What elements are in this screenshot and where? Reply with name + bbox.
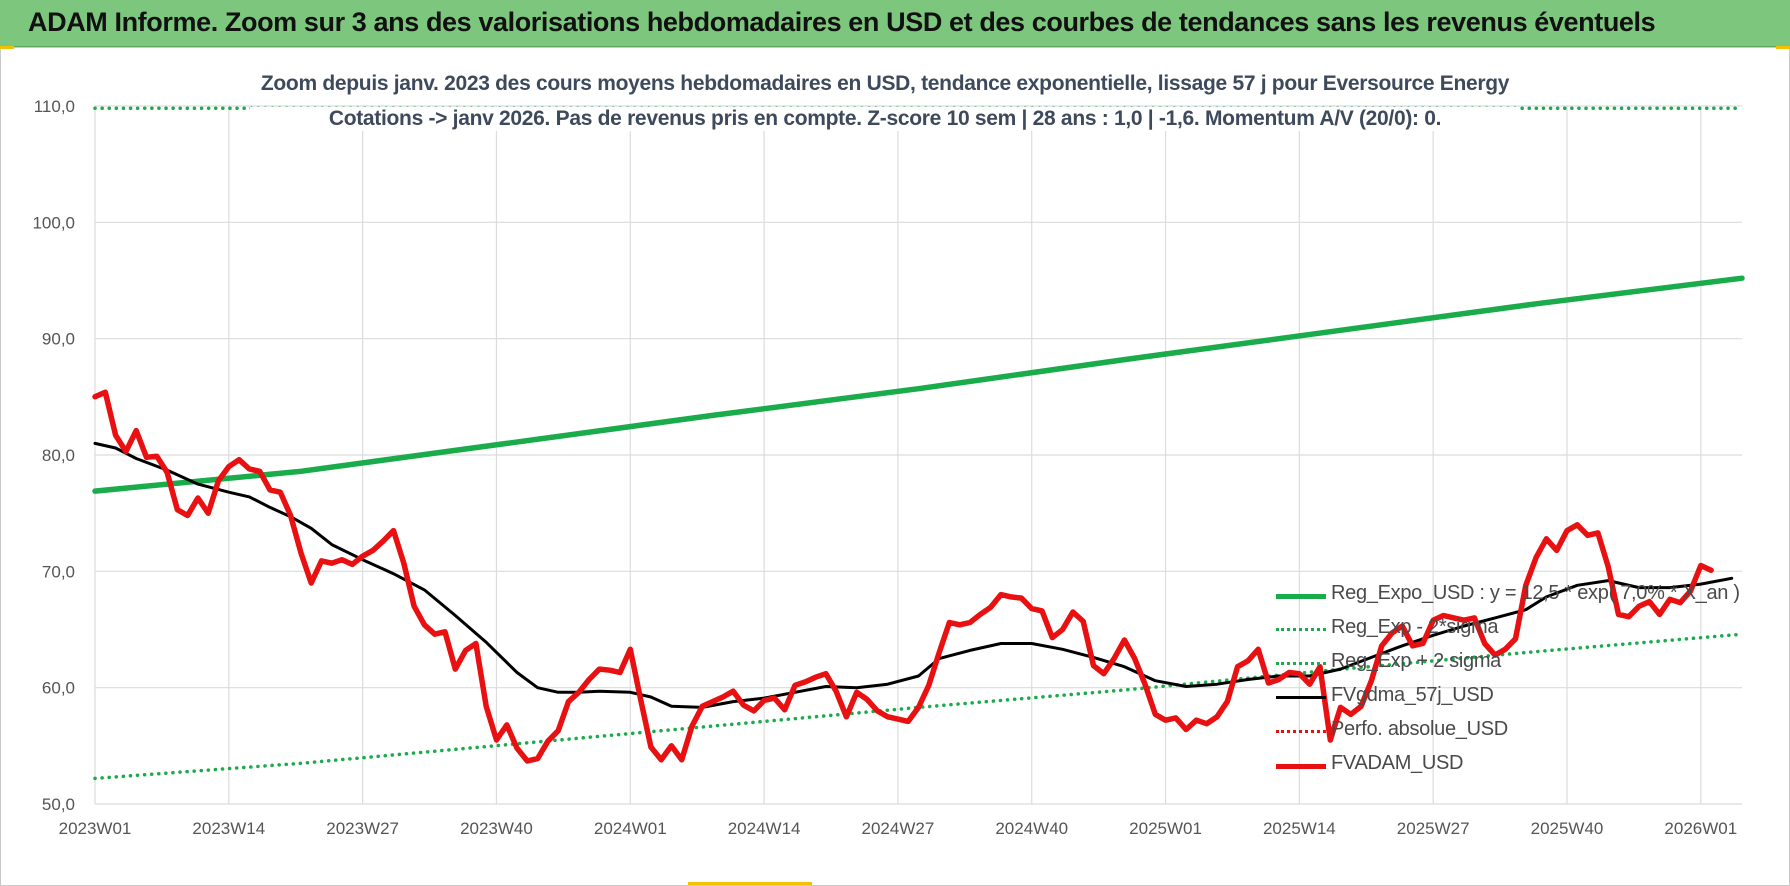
legend-item: Reg_Exp - 2*sigma	[1272, 614, 1592, 644]
legend-swatch	[1276, 628, 1326, 631]
corner-marker-bottom	[688, 882, 812, 885]
x-tick-label: 2023W14	[192, 819, 265, 838]
x-tick-label: 2025W14	[1263, 819, 1336, 838]
legend-label: Reg_Exp - 2*sigma	[1331, 616, 1499, 638]
x-tick-label: 2024W40	[995, 819, 1068, 838]
chart-title-line1: Zoom depuis janv. 2023 des cours moyens …	[250, 72, 1520, 96]
legend-swatch	[1276, 764, 1326, 769]
y-tick-label: 100,0	[32, 213, 75, 232]
legend-label: Reg_Expo_USD : y = 12,5 * exp( 7,0% * X_…	[1331, 582, 1740, 604]
legend-swatch	[1276, 696, 1326, 699]
corner-marker-right	[1776, 46, 1790, 49]
series-line-0	[92, 275, 1745, 494]
legend-label: Perfo. absolue_USD	[1331, 718, 1508, 740]
series-line-3	[93, 441, 1734, 709]
y-tick-label: 50,0	[42, 795, 75, 814]
series-line-1	[93, 632, 1744, 781]
series-line-5	[92, 389, 1714, 764]
x-tick-label: 2025W01	[1129, 819, 1202, 838]
legend-item: FVADAM_USD	[1272, 750, 1592, 780]
y-axis-ticks: 50,0 60,0 70,0 80,0 90,0 100,0 110,0	[32, 97, 75, 814]
x-tick-label: 2023W01	[59, 819, 132, 838]
legend-swatch	[1276, 662, 1326, 665]
legend-item: Reg_Expo_USD : y = 12,5 * exp( 7,0% * X_…	[1272, 580, 1740, 610]
x-tick-label: 2024W01	[594, 819, 667, 838]
x-tick-label: 2023W40	[460, 819, 533, 838]
legend-label: FVgdma_57j_USD	[1331, 684, 1494, 706]
y-tick-label: 80,0	[42, 446, 75, 465]
chart-title-line2: Cotations -> janv 2026. Pas de revenus p…	[250, 107, 1520, 131]
y-tick-label: 60,0	[42, 679, 75, 698]
header-banner: ADAM Informe. Zoom sur 3 ans des valoris…	[0, 0, 1790, 47]
legend-swatch	[1276, 730, 1326, 733]
x-tick-label: 2025W40	[1531, 819, 1604, 838]
corner-marker-left	[0, 46, 14, 49]
page-title: ADAM Informe. Zoom sur 3 ans des valoris…	[28, 7, 1656, 37]
legend-label: Reg_Exp + 2 sigma	[1331, 650, 1501, 672]
legend-item: Reg_Exp + 2 sigma	[1272, 648, 1592, 678]
legend-item: Perfo. absolue_USD	[1272, 716, 1592, 746]
x-tick-label: 2024W14	[728, 819, 801, 838]
x-tick-label: 2023W27	[326, 819, 399, 838]
x-tick-label: 2026W01	[1664, 819, 1737, 838]
legend-swatch	[1276, 594, 1326, 599]
y-tick-label: 110,0	[34, 97, 75, 116]
y-tick-label: 70,0	[42, 562, 75, 581]
x-axis-ticks: 2023W01 2023W14 2023W27 2023W40 2024W01 2024W…	[59, 819, 1738, 838]
legend-item: FVgdma_57j_USD	[1272, 682, 1592, 712]
grid-lines	[94, 105, 1742, 805]
x-tick-label: 2025W27	[1397, 819, 1470, 838]
legend-label: FVADAM_USD	[1331, 752, 1464, 774]
x-tick-label: 2024W27	[862, 819, 935, 838]
y-tick-label: 90,0	[42, 330, 75, 349]
